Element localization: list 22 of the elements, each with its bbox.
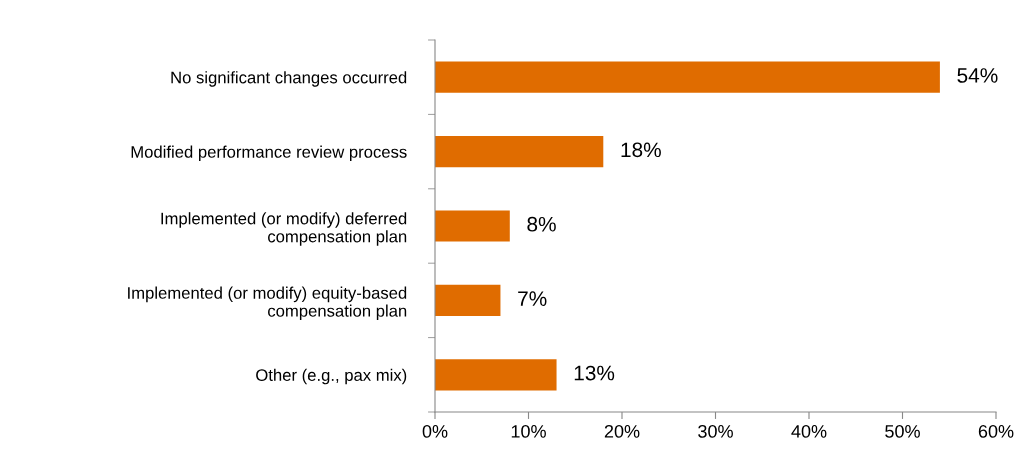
- bar: [435, 135, 604, 168]
- y-tick-label: Implemented (or modify) deferred compensation plan: [161, 212, 407, 246]
- bar: [435, 284, 501, 317]
- bar: [435, 359, 557, 391]
- data-label: 8%: [527, 216, 556, 232]
- x-tick-label: 10%: [511, 424, 546, 438]
- data-label: 54%: [957, 68, 998, 83]
- x-tick-label: 30%: [698, 424, 733, 438]
- bar: [435, 210, 510, 242]
- data-label: 13%: [574, 365, 615, 381]
- x-tick-label: 20%: [604, 424, 640, 438]
- x-tick-label: 40%: [791, 424, 827, 438]
- y-tick-label: No significant changes occurred: [171, 71, 407, 87]
- y-tick-label: Implemented (or modify) equity-based compensation plan: [128, 286, 407, 321]
- bar: [435, 61, 940, 93]
- x-tick-label: 60%: [978, 424, 1014, 438]
- y-tick-label: Other (e.g., pax mix): [256, 368, 407, 385]
- y-tick-label: Modified performance review process: [131, 145, 407, 162]
- data-label: 18%: [621, 142, 661, 158]
- x-tick-label: 50%: [885, 424, 920, 438]
- data-label: 7%: [518, 291, 547, 306]
- x-tick-label: 0%: [422, 424, 448, 438]
